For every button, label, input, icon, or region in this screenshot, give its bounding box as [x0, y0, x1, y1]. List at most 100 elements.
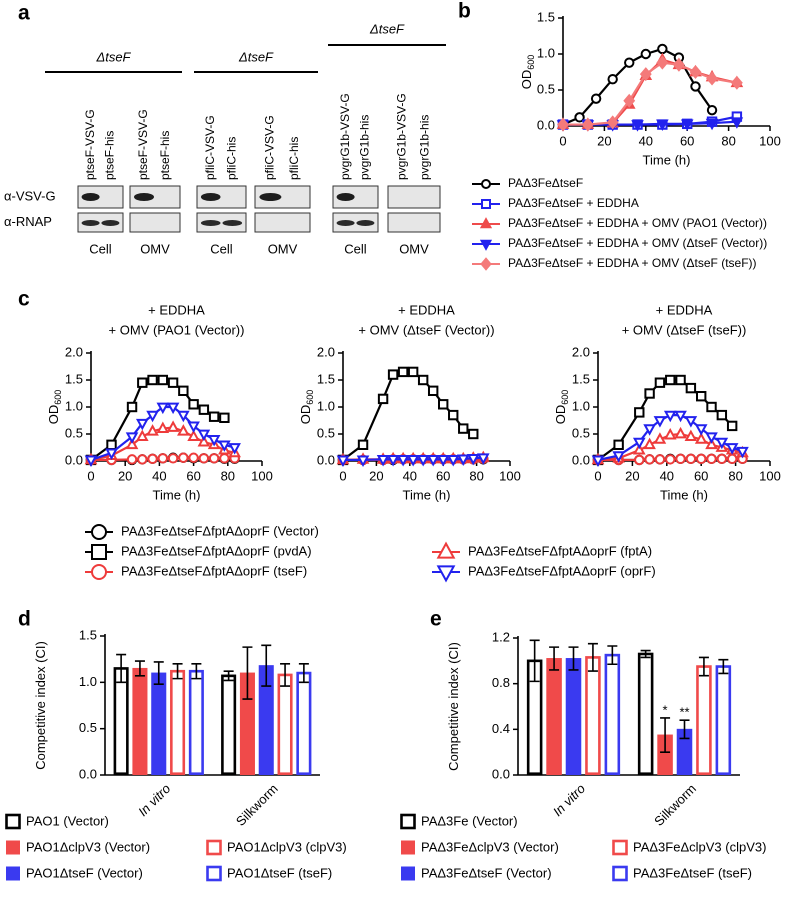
data-point — [219, 412, 230, 424]
error-bar — [698, 656, 709, 677]
lane-label: pfliC-VSV-G — [203, 115, 217, 180]
data-point — [574, 112, 585, 123]
x-tick-label: 100 — [499, 468, 521, 483]
blot-box — [254, 212, 311, 233]
bar — [696, 665, 712, 776]
data-point — [177, 424, 190, 436]
data-point — [656, 55, 669, 70]
data-point — [706, 401, 717, 413]
bar — [170, 669, 186, 775]
data-point — [137, 377, 148, 388]
significance-label: ** — [679, 705, 689, 720]
data-point — [105, 448, 118, 461]
data-point — [716, 453, 728, 465]
data-point — [178, 452, 189, 463]
lane-label: pfliC-VSV-G — [263, 115, 277, 180]
y-axis-label: OD600 — [46, 390, 63, 425]
blot-box — [77, 212, 124, 233]
x-tick-label: 0 — [559, 133, 566, 148]
legend-swatch — [401, 840, 415, 855]
data-point — [639, 67, 652, 82]
error-bar — [549, 646, 560, 671]
legend-label: PAΔ3FeΔtseF + EDDHA + OMV (PAO1 (Vector)… — [508, 216, 767, 230]
x-axis-label: Time (h) — [660, 487, 708, 502]
data-point — [631, 120, 644, 132]
bar — [637, 652, 654, 776]
panel-letter: a — [18, 2, 30, 25]
data-point — [198, 404, 210, 415]
chart-title: + OMV (PAO1 (Vector)) — [109, 322, 245, 337]
data-point — [657, 43, 668, 55]
legend-marker — [481, 199, 491, 209]
band — [200, 220, 221, 226]
data-point — [188, 399, 199, 410]
blot-box — [129, 185, 181, 209]
bar — [188, 669, 204, 775]
band — [81, 193, 100, 201]
data-point — [736, 446, 749, 459]
error-bar — [261, 644, 272, 687]
data-point — [591, 455, 605, 468]
y-tick-label: 1.5 — [65, 371, 83, 386]
data-point — [653, 416, 667, 428]
y-axis-label: Competitive index (CI) — [33, 641, 48, 770]
data-point — [448, 409, 459, 421]
series-line — [563, 61, 738, 126]
lane-label: pvgrG1b-VSV-G — [395, 93, 409, 180]
error-bar — [280, 663, 291, 687]
x-tick-label: 40 — [152, 468, 166, 483]
data-point — [694, 424, 708, 436]
y-tick-label: 1.5 — [572, 371, 590, 386]
legend-swatch — [612, 865, 628, 882]
significance-label: * — [663, 702, 668, 717]
x-axis-label: Time (h) — [403, 487, 451, 502]
data-point — [208, 453, 220, 464]
y-tick-label: 1.0 — [317, 398, 335, 413]
band — [81, 220, 100, 226]
y-axis-label: OD600 — [553, 390, 570, 425]
x-tick-label: 80 — [221, 468, 235, 483]
data-point — [663, 410, 677, 423]
data-point — [557, 117, 569, 132]
legend-marker — [481, 179, 491, 189]
error-bar — [172, 663, 183, 680]
x-tick-label: 20 — [625, 468, 639, 483]
y-tick-label: 0.5 — [65, 425, 83, 440]
error-bar — [529, 639, 540, 683]
data-point — [674, 426, 687, 439]
data-point — [135, 429, 149, 442]
data-point — [157, 453, 169, 464]
bar — [151, 672, 167, 775]
x-axis-label: Time (h) — [153, 487, 201, 502]
band — [101, 220, 120, 226]
data-point — [674, 410, 687, 423]
x-tick-label: 0 — [594, 468, 601, 483]
y-axis-label-subscript: 600 — [53, 390, 63, 405]
x-tick-label: 0 — [339, 468, 346, 483]
legend-swatch — [400, 813, 416, 830]
y-tick-label: 2.0 — [317, 344, 335, 359]
data-point — [446, 455, 460, 467]
legend-label: PAΔ3FeΔtseF — [508, 176, 583, 190]
x-tick-label: 100 — [251, 468, 273, 483]
data-point — [725, 443, 739, 455]
fraction-label: OMV — [140, 241, 170, 256]
data-point — [167, 377, 179, 388]
legend-swatch — [401, 866, 415, 881]
y-axis-label: OD600 — [519, 55, 536, 90]
data-point — [396, 455, 410, 467]
data-point — [680, 119, 694, 131]
legend-label: PAΔ3FeΔtseF (tseF) — [633, 865, 752, 880]
lane-label: pvgrG1b-his — [358, 115, 372, 180]
data-point — [126, 401, 138, 413]
data-point — [730, 75, 743, 90]
y-tick-label: 1.2 — [492, 629, 510, 644]
legend-label: PAΔ3FeΔtseF + EDDHA + OMV (ΔtseF (tseF)) — [508, 256, 757, 270]
x-tick-label: 60 — [694, 468, 708, 483]
data-point — [675, 374, 686, 386]
data-point — [466, 453, 480, 466]
data-point — [208, 411, 220, 422]
legend-marker — [436, 541, 456, 559]
data-point — [689, 64, 702, 80]
fraction-label: OMV — [268, 241, 298, 256]
